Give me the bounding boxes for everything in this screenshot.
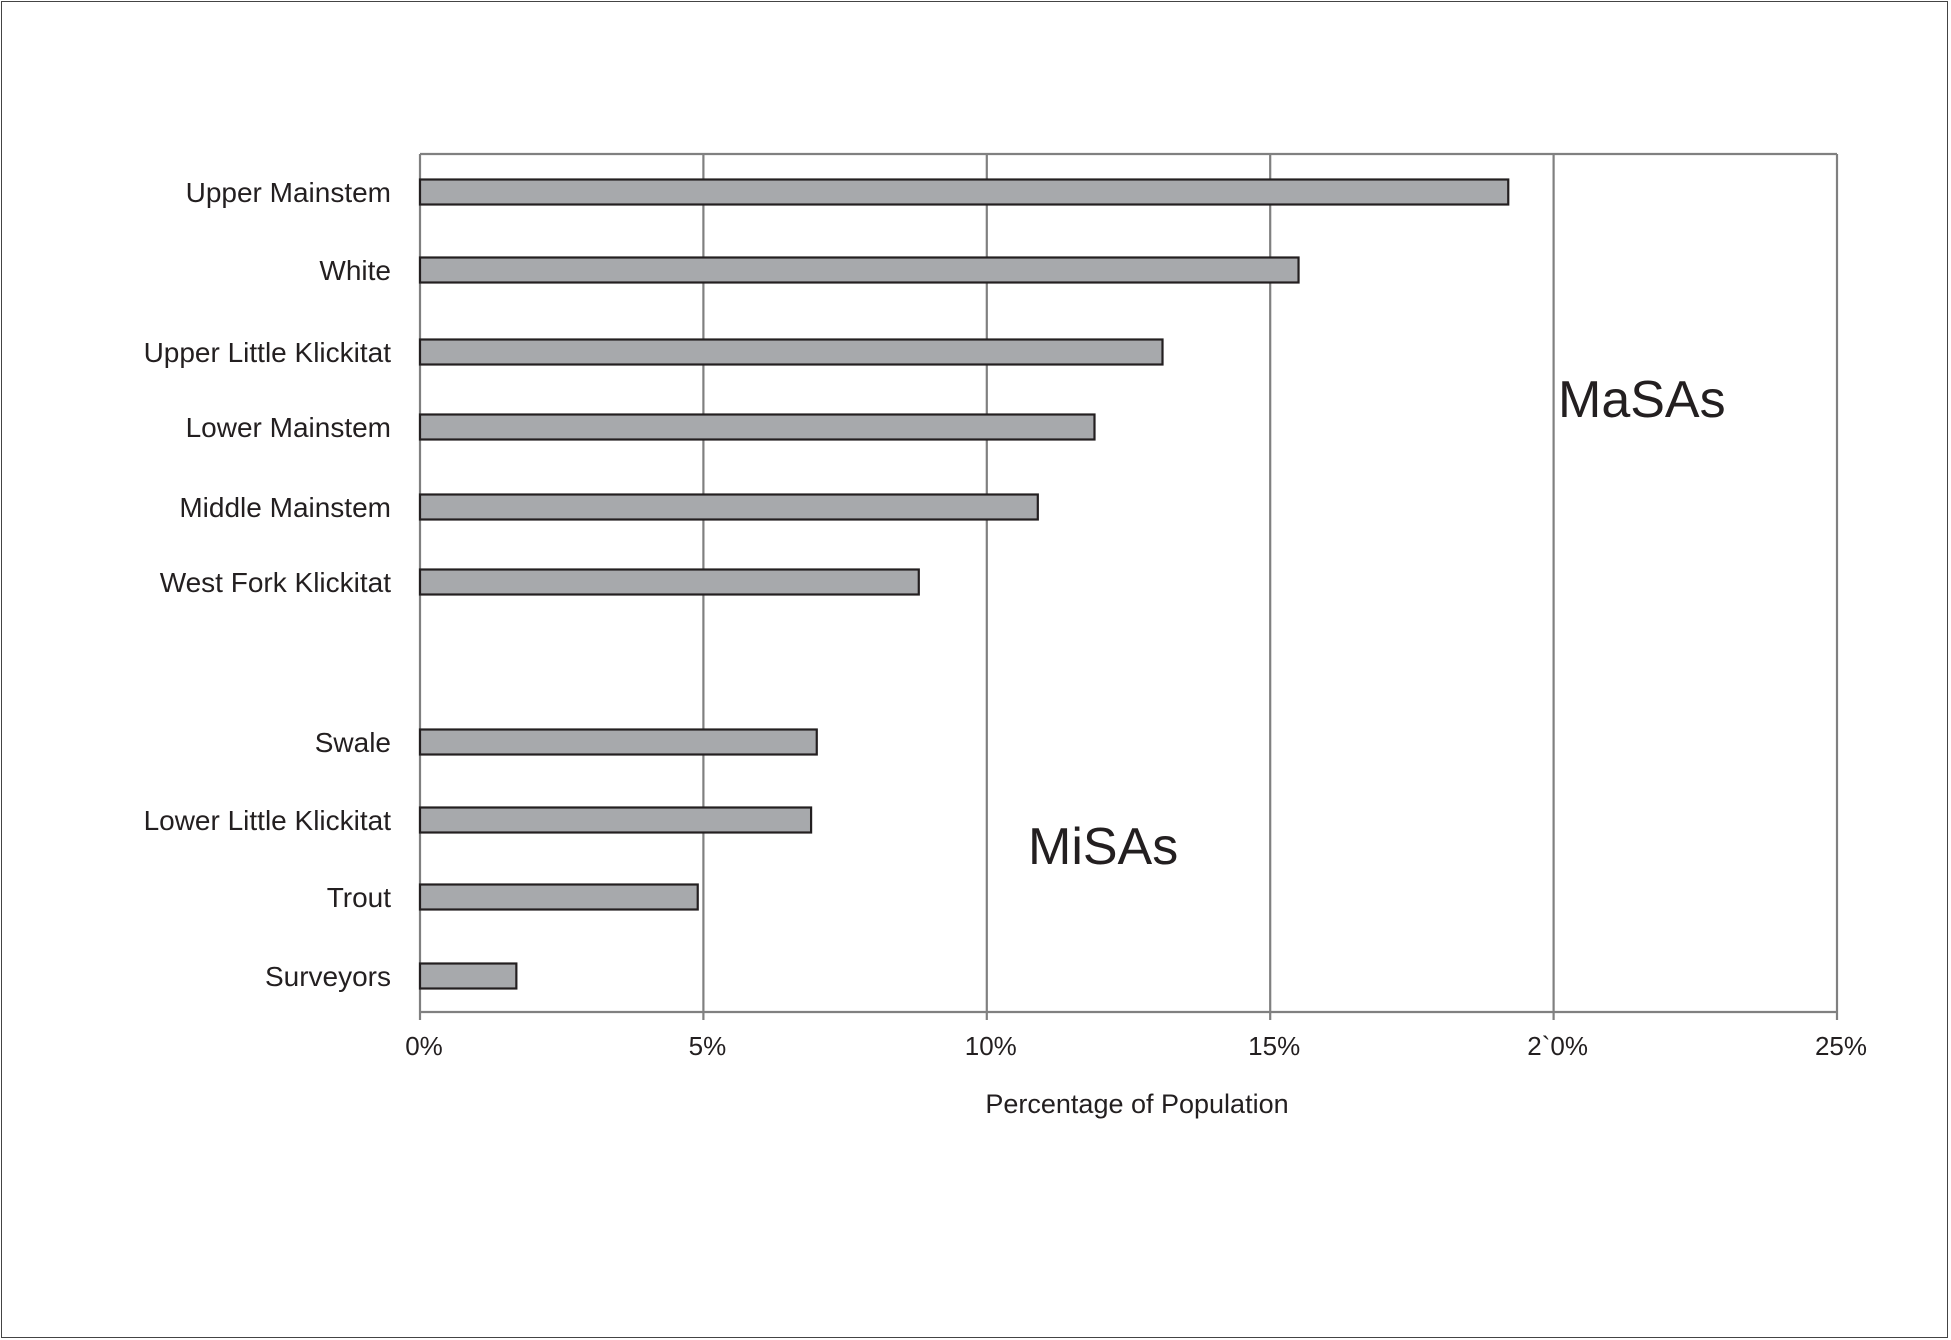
x-tick-label-4: 2`0% bbox=[1527, 1031, 1588, 1061]
category-label-9: Surveyors bbox=[265, 961, 391, 992]
bar-7 bbox=[418, 806, 813, 834]
bar-0 bbox=[418, 178, 1510, 206]
bar-1 bbox=[418, 256, 1300, 284]
group-label-masas: MaSAs bbox=[1558, 371, 1726, 429]
gridlines bbox=[418, 152, 1839, 1020]
x-tick-labels: 0% 5% 10% 15% 2`0% 25% bbox=[405, 1031, 1867, 1061]
bars bbox=[418, 178, 1510, 990]
category-label-1: White bbox=[319, 255, 391, 286]
bar-5 bbox=[418, 568, 920, 596]
x-tick-label-1: 5% bbox=[689, 1031, 727, 1061]
bar-4 bbox=[418, 493, 1039, 521]
bar-2 bbox=[418, 338, 1164, 366]
category-label-0: Upper Mainstem bbox=[186, 177, 391, 208]
bar-8 bbox=[418, 883, 699, 911]
bar-9 bbox=[418, 962, 518, 990]
group-label-misas: MiSAs bbox=[1028, 818, 1178, 876]
category-label-3: Lower Mainstem bbox=[186, 412, 391, 443]
category-labels: Upper Mainstem White Upper Little Klickita… bbox=[144, 177, 392, 992]
x-axis-title: Percentage of Population bbox=[985, 1089, 1288, 1119]
category-label-2: Upper Little Klickitat bbox=[144, 337, 392, 368]
bar-3 bbox=[418, 413, 1096, 441]
category-label-8: Trout bbox=[327, 882, 392, 913]
category-label-5: West Fork Klickitat bbox=[160, 567, 392, 598]
bar-6 bbox=[418, 728, 818, 756]
x-tick-label-0: 0% bbox=[405, 1031, 443, 1061]
x-tick-label-5: 25% bbox=[1815, 1031, 1867, 1061]
category-label-4: Middle Mainstem bbox=[179, 492, 391, 523]
category-label-6: Swale bbox=[315, 727, 391, 758]
category-label-7: Lower Little Klickitat bbox=[144, 805, 392, 836]
x-tick-label-2: 10% bbox=[965, 1031, 1017, 1061]
x-tick-label-3: 15% bbox=[1248, 1031, 1300, 1061]
